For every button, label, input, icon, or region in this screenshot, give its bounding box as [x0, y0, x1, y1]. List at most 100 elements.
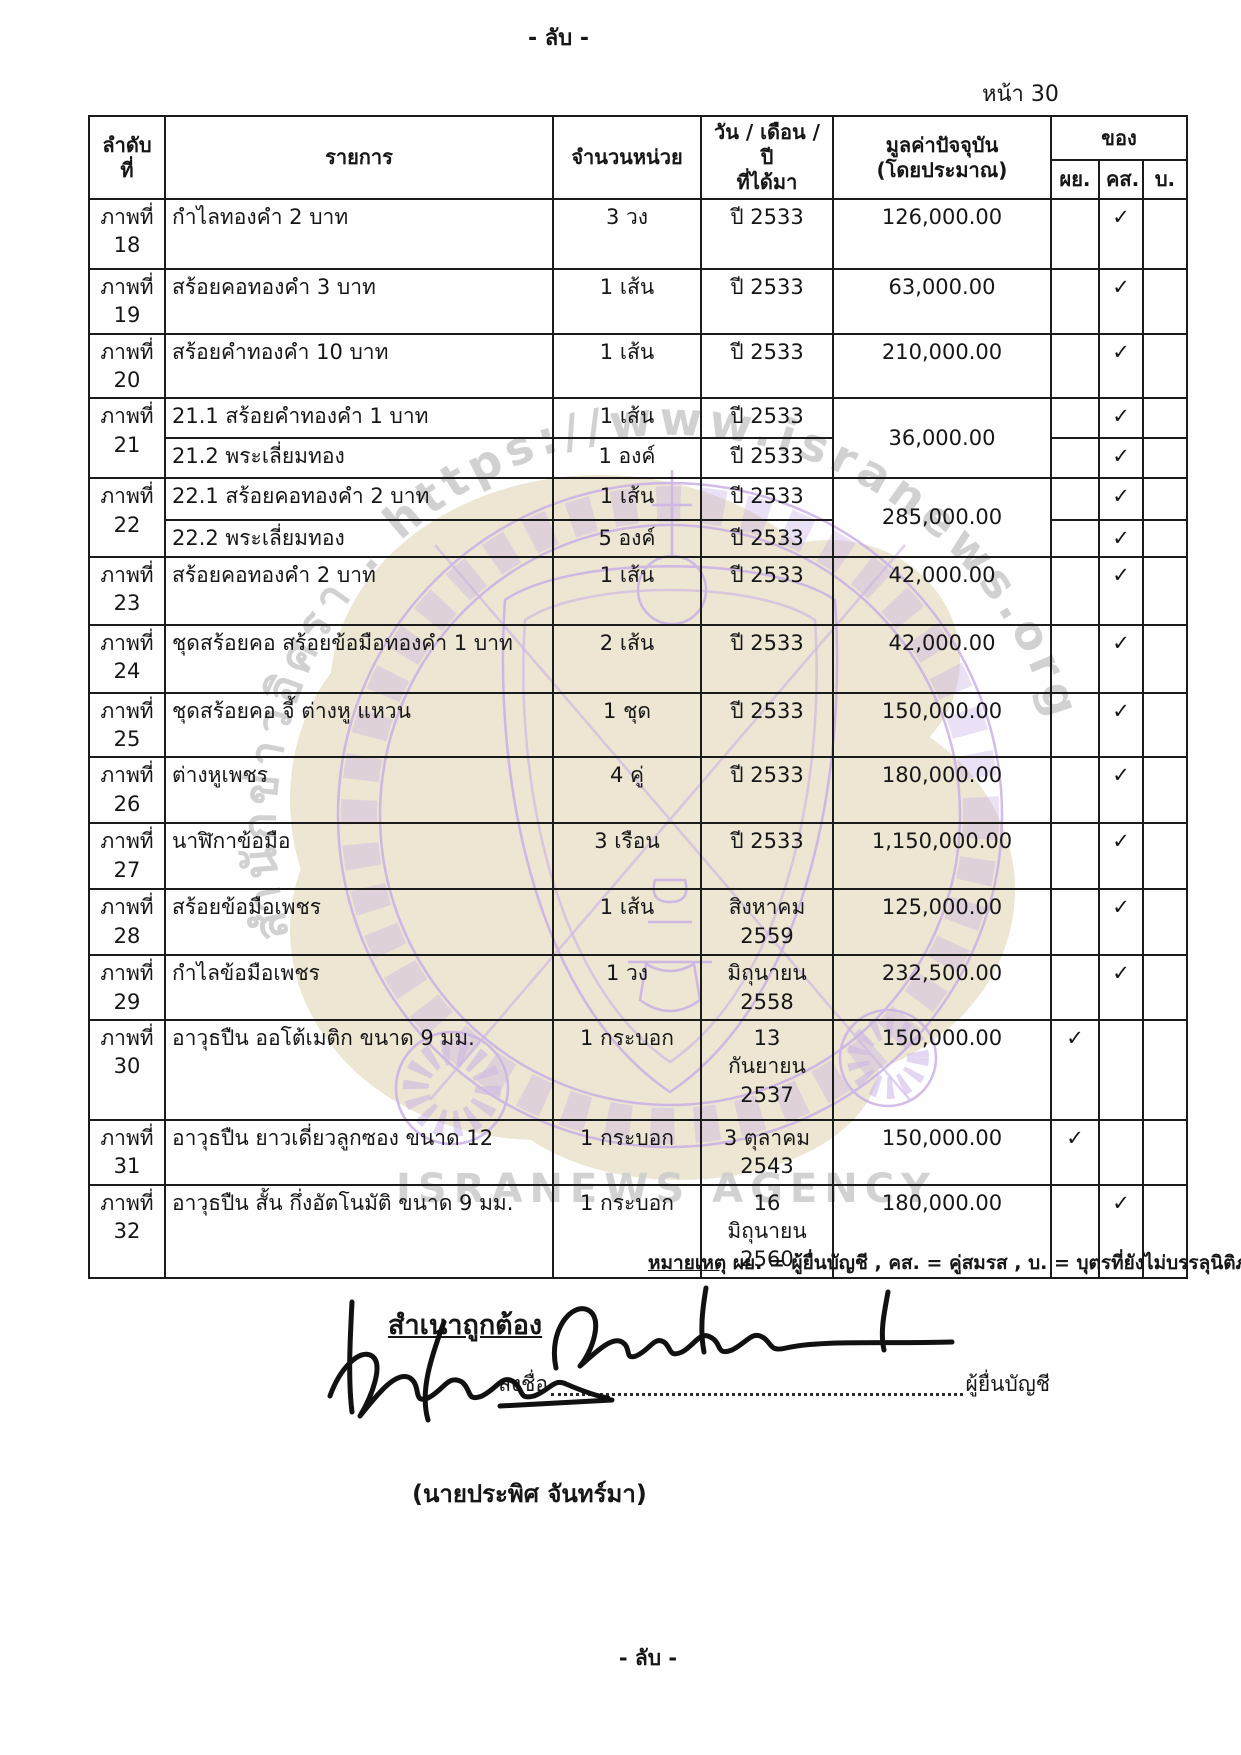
- cell-order: ภาพที่ 20: [88, 332, 166, 400]
- cell-check-child: [1142, 691, 1188, 759]
- page-number: หน้า 30: [982, 82, 1059, 107]
- cell-date: ปี 2533: [700, 756, 834, 825]
- cell-date: ปี 2533: [700, 437, 834, 480]
- table-subheader-row: ผย. คส. บ.: [89, 159, 1188, 200]
- assets-table: ลำดับ ที่ รายการ จำนวนหน่วย วัน / เดือน …: [88, 114, 1188, 1279]
- table-row: 22.2 พระเลี่ยมทอง 5 องค์ ปี 2533 ✓: [89, 519, 1188, 558]
- table-row: ภาพที่ 19 สร้อยคอทองคำ 3 บาท 1 เส้น ปี 25…: [88, 268, 1188, 335]
- cell-value: 125,000.00: [832, 888, 1052, 957]
- cell-date: 3 ตุลาคม 2543: [700, 1119, 834, 1186]
- footnote-text: ผย. = ผู้ยื่นบัญชี , คส. = คู่สมรส , บ. …: [726, 1252, 1241, 1274]
- cell-item: 22.1 สร้อยคอทองคำ 2 บาท: [164, 477, 554, 522]
- cell-check-filer: [1050, 198, 1100, 270]
- cell-check-filer: ✓: [1050, 1019, 1100, 1122]
- cell-date: ปี 2533: [700, 397, 834, 440]
- cell-value: 150,000.00: [832, 1019, 1052, 1122]
- cell-date: ปี 2533: [700, 198, 834, 270]
- cell-check-filer: [1050, 397, 1100, 440]
- table-row: ภาพที่ 20 สร้อยคำทองคำ 10 บาท 1 เส้น ปี 2…: [88, 332, 1188, 400]
- cell-unit: 5 องค์: [552, 519, 702, 558]
- cell-order: ภาพที่ 21: [88, 397, 166, 480]
- table-row: ภาพที่ 32 อาวุธปืน สั้น กึ่งอัตโนมัติ ขนา…: [88, 1183, 1188, 1279]
- cell-order: ภาพที่ 22: [88, 477, 166, 558]
- classification-bottom-label: - ลับ -: [618, 1646, 678, 1670]
- col-header-owner-spouse: คส.: [1098, 159, 1144, 200]
- cell-check-filer: [1050, 519, 1100, 558]
- table-row: ภาพที่ 24 ชุดสร้อยคอ สร้อยข้อมือทองคำ 1 บ…: [88, 623, 1188, 694]
- cell-check-filer: [1050, 756, 1100, 825]
- cell-item: นาฬิกาข้อมือ: [164, 822, 554, 891]
- cell-value: 150,000.00: [832, 691, 1052, 759]
- cell-unit: 1 กระบอก: [552, 1019, 702, 1122]
- cell-date: 16 มิถุนายน 2560: [700, 1183, 834, 1279]
- cell-order: ภาพที่ 30: [88, 1019, 166, 1122]
- col-header-owner-child: บ.: [1142, 159, 1188, 200]
- cell-check-child: [1142, 198, 1188, 270]
- cell-check-spouse: ✓: [1098, 519, 1144, 558]
- cell-unit: 4 คู่: [552, 756, 702, 825]
- cell-item: ชุดสร้อยคอ สร้อยข้อมือทองคำ 1 บาท: [164, 623, 554, 694]
- cell-item: สร้อยข้อมือเพชร: [164, 888, 554, 957]
- table-row: 21.2 พระเลี่ยมทอง 1 องค์ ปี 2533 ✓: [89, 437, 1188, 480]
- footnote-label: หมายเหตุ: [648, 1252, 727, 1274]
- cell-item: อาวุธปืน ยาวเดี่ยวลูกซอง ขนาด 12: [164, 1119, 554, 1186]
- cell-check-filer: [1050, 477, 1100, 522]
- cell-order: ภาพที่ 26: [88, 756, 166, 825]
- col-header-owner: ของ: [1050, 114, 1188, 162]
- cell-check-child: [1142, 1119, 1188, 1186]
- cell-date: ปี 2533: [700, 332, 834, 400]
- cell-date: 13 กันยายน 2537: [700, 1019, 834, 1122]
- cell-unit: 1 เส้น: [552, 268, 702, 335]
- cell-unit: 1 วง: [552, 954, 702, 1022]
- cell-check-spouse: ✓: [1098, 268, 1144, 335]
- cell-check-filer: [1050, 623, 1100, 694]
- cell-check-child: [1142, 332, 1188, 400]
- cell-item: กำไลข้อมือเพชร: [164, 954, 554, 1022]
- cell-check-spouse: [1098, 1119, 1144, 1186]
- cell-check-spouse: ✓: [1098, 1183, 1144, 1279]
- cell-check-filer: [1050, 437, 1100, 480]
- cell-date: ปี 2533: [700, 477, 834, 522]
- table-row: ภาพที่ 21 21.1 สร้อยคำทองคำ 1 บาท 1 เส้น …: [88, 397, 1188, 480]
- cell-check-filer: [1050, 555, 1100, 626]
- table-row: ภาพที่ 29 กำไลข้อมือเพชร 1 วง มิถุนายน 25…: [88, 954, 1188, 1022]
- table-row: ภาพที่ 18 กำไลทองคำ 2 บาท 3 วง ปี 2533 12…: [88, 198, 1188, 270]
- cell-item: สร้อยคอทองคำ 3 บาท: [164, 268, 554, 335]
- cell-date: ปี 2533: [700, 268, 834, 335]
- cell-check-spouse: ✓: [1098, 822, 1144, 891]
- cell-item: 22.2 พระเลี่ยมทอง: [164, 519, 554, 558]
- cell-check-spouse: ✓: [1098, 332, 1144, 400]
- table-row: ภาพที่ 23 สร้อยคอทองคำ 2 บาท 1 เส้น ปี 25…: [88, 555, 1188, 626]
- cell-order: ภาพที่ 27: [88, 822, 166, 891]
- cell-date: ปี 2533: [700, 519, 834, 558]
- cell-unit: 1 เส้น: [552, 397, 702, 440]
- cell-check-child: [1142, 519, 1188, 558]
- cell-check-spouse: ✓: [1098, 437, 1144, 480]
- cell-check-child: [1142, 822, 1188, 891]
- cell-date: มิถุนายน 2558: [700, 954, 834, 1022]
- cell-order: ภาพที่ 29: [88, 954, 166, 1022]
- signature-line: ลงชื่อ ผู้ยื่นบัญชี: [498, 1368, 1050, 1401]
- cell-value: 36,000.00: [832, 397, 1052, 480]
- cell-check-spouse: ✓: [1098, 888, 1144, 957]
- cell-unit: 3 เรือน: [552, 822, 702, 891]
- cell-date: ปี 2533: [700, 623, 834, 694]
- cell-unit: 1 เส้น: [552, 477, 702, 522]
- col-header-value: มูลค่าปัจจุบัน (โดยประมาณ): [832, 115, 1052, 200]
- table-row: ภาพที่ 31 อาวุธปืน ยาวเดี่ยวลูกซอง ขนาด 1…: [88, 1119, 1188, 1186]
- cell-order: ภาพที่ 19: [88, 268, 166, 335]
- cell-check-filer: [1050, 691, 1100, 759]
- cell-item: 21.2 พระเลี่ยมทอง: [164, 437, 554, 480]
- col-header-owner-filer: ผย.: [1050, 159, 1100, 200]
- footnote: หมายเหตุ ผย. = ผู้ยื่นบัญชี , คส. = คู่ส…: [648, 1248, 1241, 1278]
- cell-check-child: [1142, 1019, 1188, 1122]
- col-header-item: รายการ: [164, 115, 554, 200]
- cell-check-filer: [1050, 268, 1100, 335]
- cell-value: 285,000.00: [832, 477, 1052, 558]
- sign-label: ลงชื่อ: [498, 1372, 548, 1396]
- cell-item: อาวุธปืน ออโต้เมติก ขนาด 9 มม.: [164, 1019, 554, 1122]
- signer-role: ผู้ยื่นบัญชี: [965, 1372, 1050, 1396]
- cell-item: ชุดสร้อยคอ จี้ ต่างหู แหวน: [164, 691, 554, 759]
- cell-value: 210,000.00: [832, 332, 1052, 400]
